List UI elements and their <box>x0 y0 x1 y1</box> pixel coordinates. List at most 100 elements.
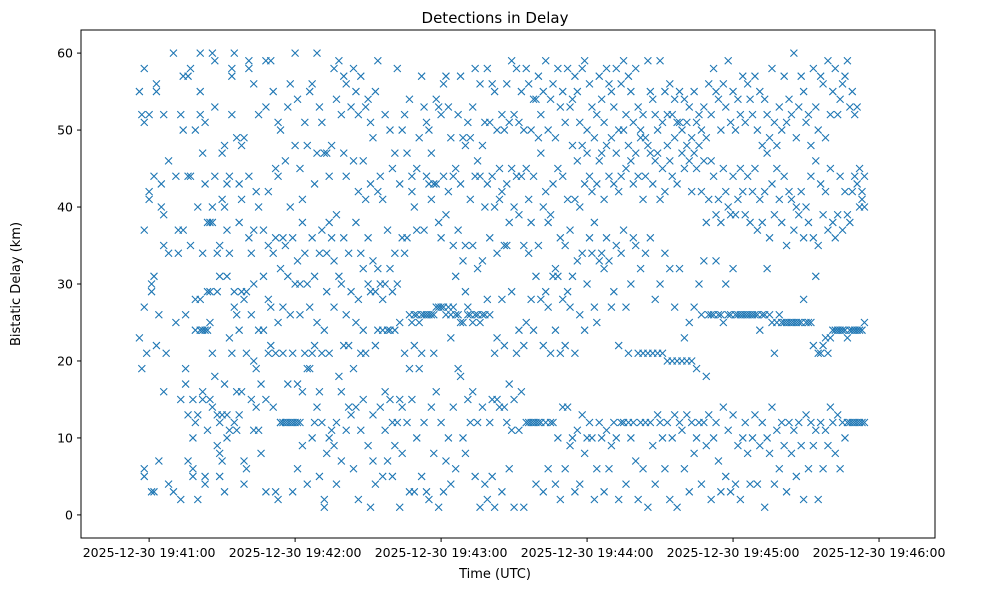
data-point-marker <box>811 426 820 435</box>
data-point-marker <box>622 303 630 311</box>
data-point-marker <box>254 203 263 211</box>
data-point-marker <box>646 87 655 96</box>
data-point-marker <box>814 495 823 504</box>
data-point-marker <box>680 464 689 473</box>
data-point-marker <box>748 110 757 119</box>
data-point-marker <box>845 218 854 227</box>
data-point-marker <box>159 241 168 250</box>
data-point-marker <box>580 56 589 65</box>
data-point-marker <box>293 257 302 265</box>
data-point-marker <box>612 434 621 442</box>
data-point-marker <box>746 218 754 227</box>
data-point-marker <box>702 441 711 450</box>
data-point-marker <box>174 249 183 258</box>
data-point-marker <box>855 326 864 335</box>
data-point-marker <box>196 110 205 119</box>
data-point-marker <box>425 126 433 134</box>
data-point-marker <box>853 103 862 111</box>
data-point-marker <box>223 434 231 442</box>
data-point-marker <box>473 156 482 165</box>
data-point-marker <box>670 133 679 142</box>
data-point-marker <box>184 72 192 81</box>
data-point-marker <box>223 226 231 235</box>
data-point-marker <box>262 103 270 111</box>
data-point-marker <box>240 133 248 142</box>
data-point-marker <box>553 272 562 281</box>
data-point-marker <box>697 480 706 489</box>
data-point-marker <box>135 333 144 342</box>
data-point-marker <box>690 303 699 311</box>
data-point-marker <box>692 118 701 127</box>
data-point-marker <box>592 318 601 327</box>
data-point-marker <box>478 310 487 319</box>
data-point-marker <box>403 233 411 242</box>
data-point-marker <box>651 480 660 489</box>
data-point-marker <box>269 249 278 258</box>
data-point-marker <box>271 487 280 496</box>
data-point-marker <box>223 410 231 419</box>
data-point-marker <box>164 249 173 258</box>
data-point-marker <box>807 418 815 427</box>
data-point-marker <box>463 118 472 127</box>
data-point-marker <box>305 87 314 96</box>
data-point-marker <box>619 56 628 65</box>
data-point-marker <box>605 257 613 265</box>
data-point-marker <box>588 187 596 196</box>
data-point-marker <box>738 187 747 196</box>
data-point-marker <box>860 203 869 211</box>
data-point-marker <box>692 364 701 373</box>
data-point-marker <box>824 349 832 358</box>
y-tick-label: 0 <box>65 507 73 522</box>
data-point-marker <box>828 418 837 427</box>
data-point-marker <box>490 87 499 96</box>
data-point-marker <box>366 118 375 127</box>
data-point-marker <box>235 410 244 419</box>
data-point-marker <box>184 457 192 465</box>
data-point-marker <box>291 141 299 150</box>
data-point-marker <box>459 318 467 327</box>
data-point-marker <box>797 187 806 196</box>
data-point-marker <box>741 418 750 427</box>
data-point-marker <box>356 426 365 435</box>
data-point-marker <box>420 226 428 235</box>
data-point-marker <box>369 457 377 465</box>
data-point-marker <box>731 480 740 489</box>
data-point-marker <box>755 87 764 96</box>
data-point-marker <box>811 103 820 111</box>
data-point-marker <box>541 187 550 196</box>
y-tick-label: 20 <box>57 353 73 368</box>
data-point-marker <box>502 79 511 88</box>
data-point-marker <box>583 126 591 134</box>
data-point-marker <box>607 133 616 142</box>
data-point-marker <box>463 310 472 319</box>
data-point-marker <box>454 226 463 235</box>
data-point-marker <box>826 403 835 412</box>
data-point-marker <box>179 126 188 134</box>
data-point-marker <box>690 87 699 96</box>
data-point-marker <box>663 141 672 150</box>
data-point-marker <box>454 110 463 119</box>
data-point-marker <box>429 180 438 188</box>
data-point-marker <box>775 103 784 111</box>
data-point-marker <box>600 118 608 127</box>
data-point-marker <box>546 210 555 219</box>
data-point-marker <box>855 164 864 173</box>
data-point-marker <box>602 141 611 150</box>
data-point-marker <box>150 172 158 181</box>
data-point-marker <box>831 449 840 458</box>
data-point-marker <box>213 441 222 450</box>
data-point-marker <box>320 503 329 512</box>
data-point-marker <box>344 249 353 258</box>
data-point-marker <box>237 195 246 204</box>
data-point-marker <box>244 233 253 242</box>
data-point-marker <box>529 95 538 104</box>
data-point-marker <box>507 56 516 65</box>
data-point-marker <box>390 149 399 158</box>
data-point-marker <box>661 249 669 258</box>
data-point-marker <box>731 126 740 134</box>
data-point-marker <box>707 110 716 119</box>
data-point-marker <box>646 233 655 242</box>
data-point-marker <box>617 79 626 88</box>
data-point-marker <box>600 195 608 204</box>
data-point-marker <box>804 110 813 119</box>
